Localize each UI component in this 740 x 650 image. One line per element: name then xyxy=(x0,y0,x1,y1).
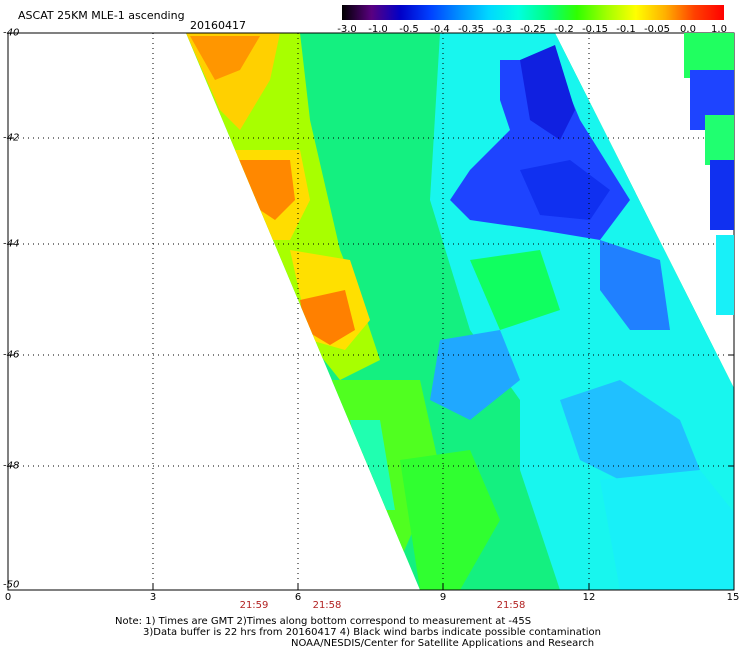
x-label: 12 xyxy=(582,592,596,603)
colorbar-tick-label: -0.4 xyxy=(430,24,450,35)
colorbar-tick-label: -1.0 xyxy=(368,24,388,35)
colorbar xyxy=(342,5,724,20)
x-label: 0 xyxy=(4,592,12,603)
note-line-3: NOAA/NESDIS/Center for Satellite Applica… xyxy=(291,638,595,649)
colorbar-tick-label: -0.05 xyxy=(644,24,670,35)
y-label: -42 xyxy=(3,132,20,144)
x-label: 9 xyxy=(439,592,447,603)
note-line-2: 3)Data buffer is 22 hrs from 20160417 4)… xyxy=(143,627,601,638)
colorbar-tick-label: 0.0 xyxy=(680,24,696,35)
colorbar-tick-label: -0.5 xyxy=(399,24,419,35)
y-label: -44 xyxy=(3,238,20,250)
time-label: 21:59 xyxy=(239,600,269,611)
colorbar-tick-label: -0.15 xyxy=(582,24,608,35)
colorbar-tick-label: -0.35 xyxy=(458,24,484,35)
map-date: 20160417 xyxy=(190,19,246,32)
y-label: -46 xyxy=(3,349,20,361)
colorbar-tick-label: 1.0 xyxy=(711,24,727,35)
map-title: ASCAT 25KM MLE-1 ascending xyxy=(18,9,185,22)
time-label: 21:58 xyxy=(312,600,342,611)
y-label: -50 xyxy=(3,579,20,591)
x-label: 6 xyxy=(294,592,302,603)
note-line-1: Note: 1) Times are GMT 2)Times along bot… xyxy=(115,616,532,627)
swath-field xyxy=(186,33,734,590)
x-label: 3 xyxy=(149,592,157,603)
grid xyxy=(8,33,734,590)
time-label: 21:58 xyxy=(496,600,526,611)
colorbar-tick-label: -0.1 xyxy=(616,24,636,35)
y-label: -48 xyxy=(3,460,20,472)
colorbar-tick-label: -3.0 xyxy=(337,24,357,35)
y-label: -40 xyxy=(3,27,20,39)
colorbar-tick-label: -0.25 xyxy=(520,24,546,35)
colorbar-gradient xyxy=(342,5,724,20)
colorbar-tick-label: -0.2 xyxy=(554,24,574,35)
x-label: 15 xyxy=(726,592,740,603)
east-strip xyxy=(684,33,734,315)
colorbar-tick-label: -0.3 xyxy=(492,24,512,35)
